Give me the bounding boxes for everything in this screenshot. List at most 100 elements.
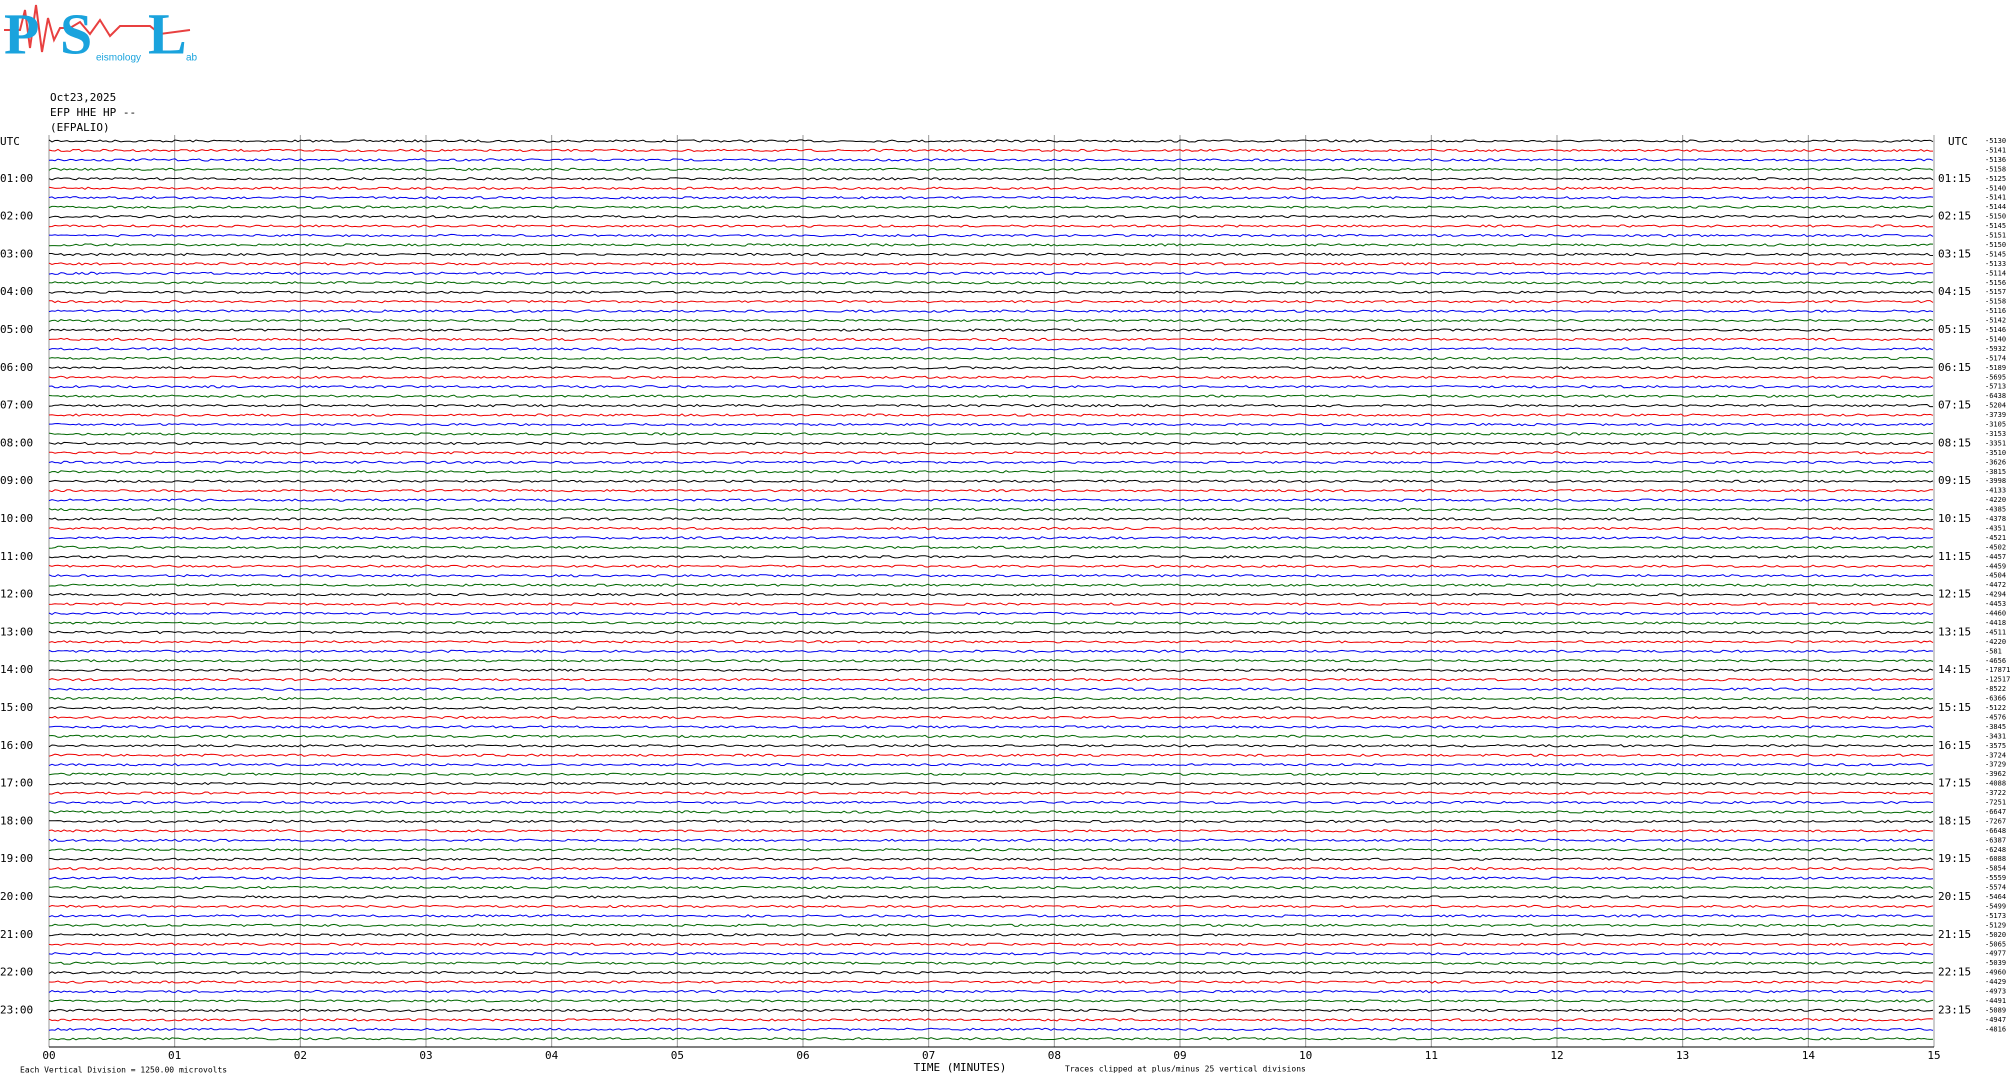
trace-offset: -5089 bbox=[1985, 1006, 2006, 1014]
trace-offset: -4511 bbox=[1985, 628, 2006, 636]
trace-offset: -4491 bbox=[1985, 997, 2006, 1005]
trace bbox=[48, 772, 1934, 776]
trace bbox=[48, 1018, 1934, 1022]
trace-offset: -7267 bbox=[1985, 817, 2006, 825]
trace-offset: -3351 bbox=[1985, 439, 2006, 447]
trace bbox=[48, 687, 1934, 691]
logo-letter: S bbox=[60, 1, 92, 66]
trace-offset: -4460 bbox=[1985, 610, 2006, 618]
x-tick-label: 10 bbox=[1299, 1049, 1312, 1062]
trace-offset: -3724 bbox=[1985, 751, 2006, 759]
trace-offset: -3510 bbox=[1985, 449, 2006, 457]
trace bbox=[48, 356, 1934, 360]
logo-text: eismology bbox=[96, 53, 141, 64]
logo-wave bbox=[4, 4, 191, 53]
trace-offset: -5204 bbox=[1985, 402, 2006, 410]
trace-offset: -5173 bbox=[1985, 912, 2006, 920]
trace bbox=[48, 489, 1934, 493]
trace bbox=[48, 611, 1934, 616]
trace bbox=[48, 706, 1934, 710]
trace bbox=[48, 167, 1934, 172]
trace-offset: -5158 bbox=[1985, 165, 2006, 173]
x-tick-label: 04 bbox=[545, 1049, 559, 1062]
trace bbox=[48, 696, 1934, 701]
right-time-label: 08:15 bbox=[1938, 436, 1971, 449]
trace-offset: -5114 bbox=[1985, 269, 2006, 277]
trace bbox=[48, 470, 1934, 474]
left-time-label: 11:00 bbox=[0, 550, 33, 563]
trace bbox=[48, 385, 1934, 389]
right-time-label: 18:15 bbox=[1938, 814, 1971, 827]
trace-offset: -5174 bbox=[1985, 354, 2006, 362]
trace bbox=[48, 555, 1934, 559]
trace bbox=[48, 621, 1934, 625]
trace bbox=[48, 668, 1934, 672]
left-time-label: 14:00 bbox=[0, 663, 33, 676]
trace bbox=[48, 970, 1934, 975]
trace bbox=[48, 224, 1934, 228]
date: Oct23,2025 bbox=[50, 91, 116, 104]
trace bbox=[48, 545, 1934, 550]
trace bbox=[48, 139, 1934, 143]
trace bbox=[48, 857, 1934, 861]
left-time-label: 01:00 bbox=[0, 172, 33, 185]
trace bbox=[48, 829, 1934, 833]
right-time-label: 20:15 bbox=[1938, 890, 1971, 903]
trace-offset: -4472 bbox=[1985, 581, 2006, 589]
trace bbox=[48, 848, 1934, 852]
trace-offset: -5145 bbox=[1985, 222, 2006, 230]
x-tick-label: 05 bbox=[671, 1049, 684, 1062]
left-time-label: 05:00 bbox=[0, 323, 33, 336]
trace-offset: -3815 bbox=[1985, 468, 2006, 476]
trace bbox=[48, 177, 1934, 181]
trace bbox=[48, 810, 1934, 814]
left-time-label: 23:00 bbox=[0, 1003, 33, 1016]
trace-offset: -4457 bbox=[1985, 553, 2006, 561]
trace-offset: -3153 bbox=[1985, 430, 2006, 438]
right-axis-title: UTC bbox=[1948, 135, 1968, 148]
trace-offset: -4294 bbox=[1985, 591, 2006, 599]
right-time-label: 22:15 bbox=[1938, 966, 1971, 979]
trace-offset: -4502 bbox=[1985, 543, 2006, 551]
trace-offset: -3105 bbox=[1985, 421, 2006, 429]
trace-offset: -17871 bbox=[1985, 666, 2010, 674]
left-time-label: 08:00 bbox=[0, 436, 33, 449]
trace-offset: -4947 bbox=[1985, 1016, 2006, 1024]
trace bbox=[48, 952, 1934, 956]
trace bbox=[48, 914, 1934, 918]
trace bbox=[48, 574, 1934, 578]
trace-offset: -5125 bbox=[1985, 175, 2006, 183]
trace bbox=[48, 309, 1934, 313]
trace-offset: -5713 bbox=[1985, 383, 2006, 391]
left-time-label: 19:00 bbox=[0, 852, 33, 865]
trace-offset: -6088 bbox=[1985, 855, 2006, 863]
trace bbox=[48, 640, 1934, 644]
trace bbox=[48, 403, 1933, 408]
trace-offset: -4521 bbox=[1985, 534, 2006, 542]
trace bbox=[48, 725, 1934, 729]
x-tick-label: 01 bbox=[168, 1049, 181, 1062]
trace-offset: -4453 bbox=[1985, 600, 2006, 608]
trace bbox=[48, 186, 1934, 190]
right-time-label: 12:15 bbox=[1938, 588, 1971, 601]
trace bbox=[48, 999, 1934, 1003]
trace-offset: -4133 bbox=[1985, 487, 2006, 495]
trace-offset: -4656 bbox=[1985, 657, 2006, 665]
left-axis-title: UTC bbox=[0, 135, 20, 148]
right-time-label: 21:15 bbox=[1938, 928, 1971, 941]
trace-offset: -4816 bbox=[1985, 1025, 2006, 1033]
trace bbox=[48, 819, 1934, 824]
trace-offset: -4459 bbox=[1985, 562, 2006, 570]
trace bbox=[48, 885, 1934, 890]
trace-offset: -5189 bbox=[1985, 364, 2006, 372]
right-time-label: 16:15 bbox=[1938, 739, 1971, 752]
station-name: (EFPALIO) bbox=[50, 121, 110, 134]
trace-offset: -581 bbox=[1985, 647, 2002, 655]
left-time-label: 22:00 bbox=[0, 966, 33, 979]
trace-offset: -5145 bbox=[1985, 250, 2006, 258]
trace bbox=[49, 791, 1934, 795]
right-time-label: 15:15 bbox=[1938, 701, 1971, 714]
trace-offset: -4576 bbox=[1985, 713, 2006, 721]
trace bbox=[48, 441, 1934, 446]
